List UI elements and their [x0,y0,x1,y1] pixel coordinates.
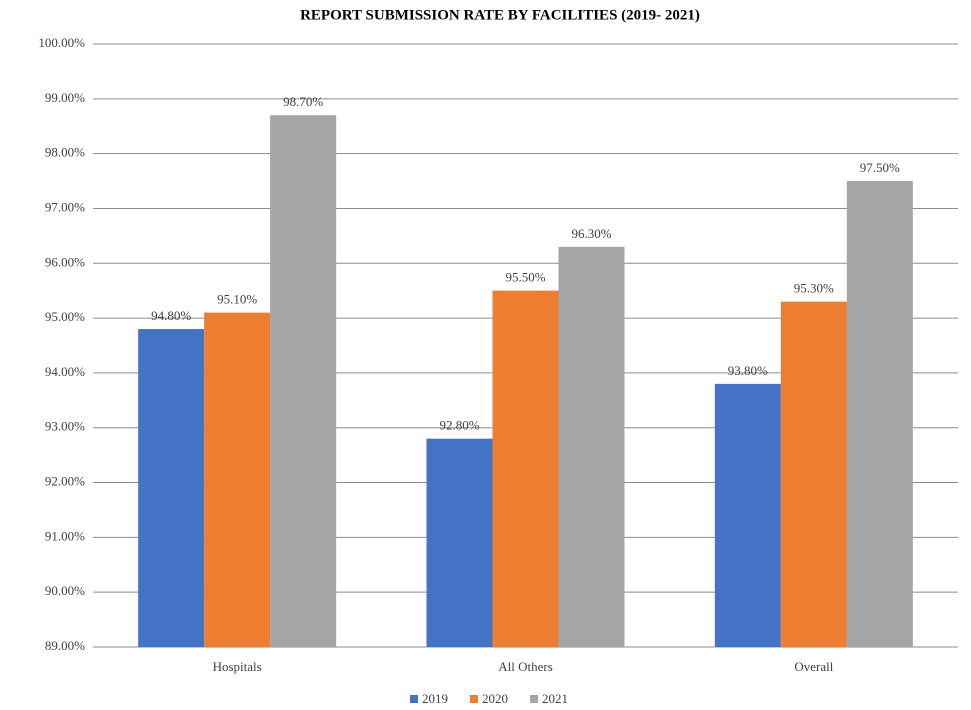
y-tick-label: 100.00% [38,35,85,50]
y-tick-label: 91.00% [45,528,85,543]
data-label: 98.70% [283,94,323,109]
bar [138,329,205,647]
data-label: 94.80% [151,308,191,323]
data-label: 95.30% [794,281,834,296]
x-tick-label: Hospitals [213,659,262,674]
y-tick-label: 95.00% [45,309,85,324]
data-label: 97.50% [860,160,900,175]
bar [780,301,847,647]
y-tick-label: 96.00% [45,254,85,269]
y-tick-label: 98.00% [45,145,85,160]
data-label: 93.80% [728,363,768,378]
bar [204,312,271,647]
y-tick-label: 97.00% [45,199,85,214]
y-tick-label: 99.00% [45,90,85,105]
legend-label: 2021 [542,691,568,706]
bar [270,115,337,648]
bar [558,246,625,647]
data-label: 92.80% [439,418,479,433]
x-tick-label: All Others [498,659,553,674]
y-tick-label: 90.00% [45,583,85,598]
legend-swatch [410,695,418,703]
x-tick-label: Overall [794,659,833,674]
legend-label: 2020 [482,691,508,706]
bar [426,438,493,647]
y-tick-label: 89.00% [45,638,85,653]
bar [492,290,559,647]
y-tick-label: 92.00% [45,474,85,489]
legend-label: 2019 [422,691,448,706]
y-tick-label: 93.00% [45,419,85,434]
y-tick-label: 94.00% [45,364,85,379]
chart-title: REPORT SUBMISSION RATE BY FACILITIES (20… [300,7,700,23]
legend-swatch [530,695,538,703]
data-label: 95.50% [505,270,545,285]
legend-swatch [470,695,478,703]
bar [846,181,913,647]
data-label: 95.10% [217,292,257,307]
bar [714,383,781,647]
data-label: 96.30% [571,226,611,241]
